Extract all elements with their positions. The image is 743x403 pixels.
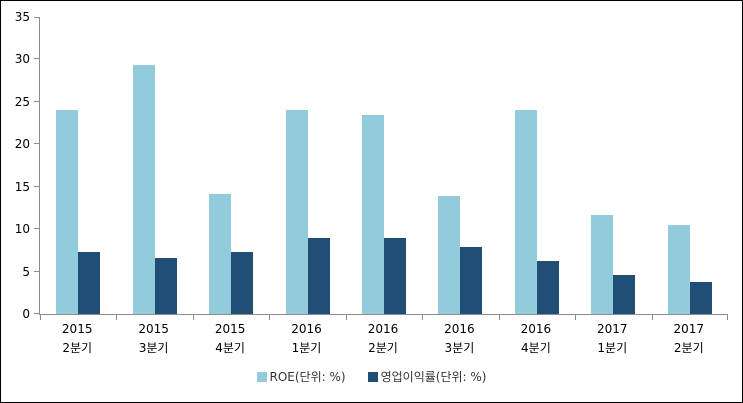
category-label: 2017 1분기 bbox=[574, 320, 650, 358]
legend: ROE(단위: %) 영업이익률(단위: %) bbox=[1, 370, 742, 384]
bar-operating-margin bbox=[78, 252, 101, 314]
bar-roe bbox=[514, 110, 537, 314]
legend-item: 영업이익률(단위: %) bbox=[367, 370, 487, 384]
legend-item: ROE(단위: %) bbox=[256, 370, 346, 384]
y-axis-tick bbox=[34, 185, 39, 187]
bar-roe bbox=[362, 115, 384, 314]
bar-roe bbox=[667, 224, 690, 314]
bar-roe bbox=[209, 193, 232, 314]
category-label: 2016 2분기 bbox=[345, 320, 421, 358]
category-year: 2017 bbox=[673, 322, 705, 336]
category-year: 2015 bbox=[61, 322, 93, 336]
y-tick-label: 30 bbox=[14, 52, 30, 67]
bar-operating-margin bbox=[536, 260, 559, 314]
legend-label: 영업이익률(단위: %) bbox=[380, 370, 487, 384]
category-quarter: 1분기 bbox=[597, 341, 628, 355]
bar-roe bbox=[591, 214, 614, 314]
bar-operating-margin bbox=[689, 281, 712, 314]
category-label: 2015 4분기 bbox=[192, 320, 268, 358]
category-year: 2016 bbox=[520, 322, 552, 336]
category-year: 2017 bbox=[597, 322, 628, 336]
legend-swatch-icon bbox=[256, 372, 267, 382]
y-tick-label: 20 bbox=[14, 137, 30, 152]
y-axis-tick bbox=[34, 17, 39, 18]
x-axis-labels: 2015 2분기 2015 3분기 2015 4분기 2016 1분기 2016 2분기 2016 3… bbox=[39, 320, 727, 360]
bar-operating-margin bbox=[154, 258, 177, 314]
x-axis-tick bbox=[269, 315, 270, 320]
category-quarter: 2분기 bbox=[368, 341, 398, 355]
y-tick-label: 5 bbox=[22, 264, 30, 279]
category-quarter: 2분기 bbox=[673, 341, 704, 355]
y-axis-tick bbox=[34, 270, 39, 272]
y-axis-tick bbox=[34, 228, 39, 230]
category-label: 2016 1분기 bbox=[268, 320, 344, 358]
x-axis-tick bbox=[652, 315, 653, 320]
category-label: 2015 2분기 bbox=[39, 320, 115, 358]
bar-operating-margin bbox=[307, 237, 330, 314]
bar-roe bbox=[132, 64, 155, 314]
category-quarter: 1분기 bbox=[291, 341, 322, 355]
category-quarter: 4분기 bbox=[521, 341, 551, 355]
category-quarter: 4분기 bbox=[215, 341, 245, 355]
y-axis-tick bbox=[34, 58, 39, 60]
y-axis-tick bbox=[34, 100, 39, 102]
category-label: 2016 3분기 bbox=[421, 320, 497, 358]
x-axis-tick bbox=[575, 315, 576, 320]
category-quarter: 2분기 bbox=[62, 341, 93, 355]
x-axis-tick bbox=[193, 315, 194, 320]
x-axis-tick bbox=[422, 315, 423, 320]
y-tick-label: 0 bbox=[22, 307, 30, 321]
legend-swatch-icon bbox=[367, 372, 378, 382]
category-label: 2015 3분기 bbox=[115, 320, 191, 358]
category-year: 2016 bbox=[444, 322, 475, 336]
bar-roe bbox=[285, 110, 308, 314]
category-year: 2015 bbox=[214, 322, 246, 336]
x-axis-tick bbox=[40, 315, 41, 320]
category-quarter: 3분기 bbox=[444, 341, 475, 355]
x-axis-tick bbox=[499, 315, 500, 320]
bar-operating-margin bbox=[231, 252, 254, 314]
y-axis-tick bbox=[34, 313, 39, 314]
category-year: 2016 bbox=[291, 322, 322, 336]
category-year: 2015 bbox=[138, 322, 169, 336]
y-tick-label: 25 bbox=[14, 94, 30, 109]
category-label: 2017 2분기 bbox=[651, 320, 727, 358]
x-axis-tick bbox=[346, 315, 347, 320]
x-axis-tick bbox=[116, 315, 117, 320]
x-axis-tick bbox=[727, 315, 728, 320]
bar-roe bbox=[56, 110, 79, 314]
y-tick-label: 10 bbox=[14, 222, 30, 237]
bar-operating-margin bbox=[460, 247, 483, 314]
bar-operating-margin bbox=[613, 275, 636, 314]
y-tick-label: 15 bbox=[14, 179, 30, 194]
legend-label: ROE(단위: %) bbox=[269, 370, 346, 384]
y-tick-label: 35 bbox=[14, 10, 30, 24]
category-quarter: 3분기 bbox=[138, 341, 169, 355]
category-year: 2016 bbox=[367, 322, 399, 336]
bar-roe bbox=[438, 196, 461, 314]
category-label: 2016 4분기 bbox=[498, 320, 574, 358]
y-axis-tick bbox=[34, 143, 39, 145]
plot-area: 0 5 10 15 20 25 30 35 bbox=[15, 10, 728, 321]
bar-operating-margin bbox=[384, 237, 406, 314]
